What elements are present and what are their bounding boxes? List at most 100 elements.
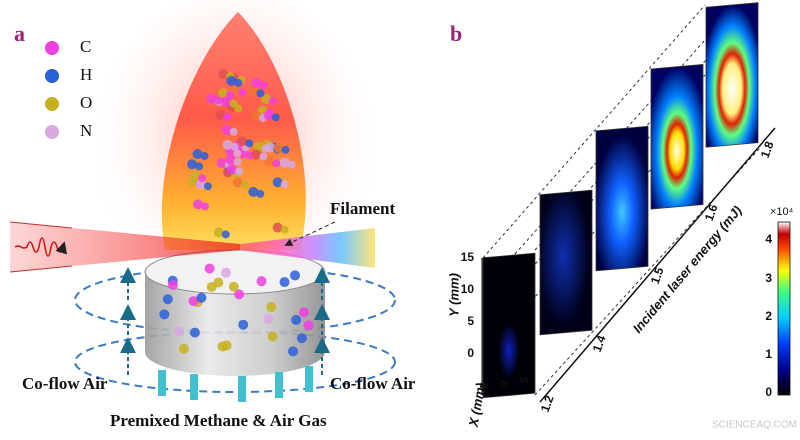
- energy-tick-label: 1.2: [538, 393, 557, 414]
- molecule-atom: [263, 110, 274, 121]
- molecule-atom: [228, 281, 239, 292]
- panel-b: b 15 10 5 0 Y (mm) -5 0 5 X (mm) 1.2 1.4…: [446, 0, 794, 429]
- molecule-atom: [234, 289, 245, 300]
- molecule-atom: [303, 320, 314, 331]
- image-panel: [539, 189, 593, 336]
- image-panel: [705, 2, 759, 148]
- beam-edge: [9, 221, 73, 229]
- molecule-atom: [248, 86, 259, 97]
- molecule-atom: [296, 333, 307, 344]
- watermark: SCIENCEAQ.COM: [712, 420, 797, 431]
- panel-label: a: [14, 21, 25, 46]
- y-tick-label: 10: [461, 282, 475, 296]
- filament-arrow: [284, 221, 336, 246]
- filament-label: Filament: [330, 199, 395, 218]
- molecule-atom: [267, 331, 278, 342]
- molecule-atom: [188, 296, 199, 307]
- coflow-label: Co-flow Air: [330, 374, 416, 393]
- colorbar-tick-label: 3: [765, 271, 772, 285]
- energy-tick-label: 1.8: [758, 139, 777, 160]
- colorbar-unit: ×10⁴: [770, 206, 794, 218]
- energy-tick-label: 1.4: [590, 333, 609, 354]
- molecule-atom: [201, 202, 210, 211]
- molecule-atom: [251, 110, 262, 121]
- molecule-atom: [272, 222, 283, 233]
- molecule-atom: [272, 177, 283, 188]
- molecule-atom: [178, 343, 189, 354]
- molecule-atom: [233, 149, 242, 158]
- molecule-atom: [215, 109, 226, 120]
- molecule-atom: [266, 302, 277, 313]
- molecule-atom: [192, 148, 203, 159]
- molecule-atom: [245, 139, 254, 148]
- laser-beam: [10, 222, 240, 272]
- molecule-atom: [279, 157, 290, 168]
- legend-label: H: [80, 65, 92, 84]
- legend-label: C: [80, 37, 91, 56]
- molecule-atom: [280, 180, 289, 189]
- molecule-atom: [174, 326, 185, 337]
- burner-molecules: [159, 263, 314, 357]
- colorbar-tick-label: 4: [765, 232, 772, 246]
- legend-marker: [45, 69, 59, 83]
- molecule-atom: [187, 159, 198, 170]
- laser-pulse: [14, 237, 68, 257]
- molecule-atom: [234, 78, 243, 87]
- molecule-atom: [221, 124, 232, 135]
- legend-marker: [45, 125, 59, 139]
- molecule-atom: [291, 314, 302, 325]
- y-tick-label: 15: [461, 250, 475, 264]
- panel-a: a C H O N Filament Co-flow Air Co-flow A…: [9, 0, 416, 430]
- molecule-atom: [256, 89, 265, 98]
- molecule-atom: [253, 141, 264, 152]
- image-panel: [595, 125, 649, 272]
- legend-label: N: [80, 121, 92, 140]
- colorbar-tick-label: 0: [765, 385, 772, 399]
- molecule-atom: [189, 327, 200, 338]
- molecule-atom: [264, 156, 275, 167]
- molecule-atom: [240, 180, 249, 189]
- laser-spectrum: [240, 228, 375, 268]
- molecule-atom: [238, 88, 247, 97]
- y-tick-label: 5: [467, 314, 474, 328]
- colorbar: [777, 221, 791, 396]
- molecule-atom: [218, 69, 229, 80]
- molecule-atom: [263, 313, 274, 324]
- molecule-atom: [204, 263, 215, 274]
- molecule-atom: [251, 78, 262, 89]
- image-panel: [482, 252, 536, 399]
- molecule-atom: [298, 307, 309, 318]
- molecule-atom: [214, 96, 223, 105]
- molecule-atom: [261, 144, 270, 153]
- molecule-atom: [167, 279, 178, 290]
- molecule-atom: [251, 149, 262, 160]
- coflow-arrows: [120, 267, 330, 375]
- molecule-atom: [260, 93, 271, 104]
- legend-marker: [45, 41, 59, 55]
- molecule-atom: [232, 177, 243, 188]
- molecule-atom: [221, 96, 232, 107]
- molecule-atom: [235, 167, 244, 176]
- y-tick-label: 0: [467, 346, 474, 360]
- x-tick-label: 0: [497, 379, 512, 388]
- molecule-atom: [195, 162, 204, 171]
- molecule-atom: [280, 225, 289, 234]
- molecule-atom: [271, 113, 280, 122]
- molecule-atom: [159, 309, 170, 320]
- colorbar-tick-label: 2: [765, 309, 772, 323]
- x-axis-label: X (mm): [466, 382, 489, 429]
- molecule-atom: [288, 346, 299, 357]
- molecule-atom: [259, 152, 268, 161]
- molecule-atom: [226, 75, 237, 86]
- molecule-atom: [268, 96, 277, 105]
- molecule-atom: [238, 319, 249, 330]
- molecule-atom: [272, 159, 281, 168]
- image-panel: [650, 64, 704, 210]
- molecule-atom: [206, 281, 217, 292]
- coflow-label: Co-flow Air: [22, 374, 108, 393]
- molecule-atom: [273, 142, 284, 153]
- molecule-atom: [227, 164, 238, 175]
- energy-tick-label: 1.6: [702, 202, 721, 223]
- molecule-atom: [279, 277, 290, 288]
